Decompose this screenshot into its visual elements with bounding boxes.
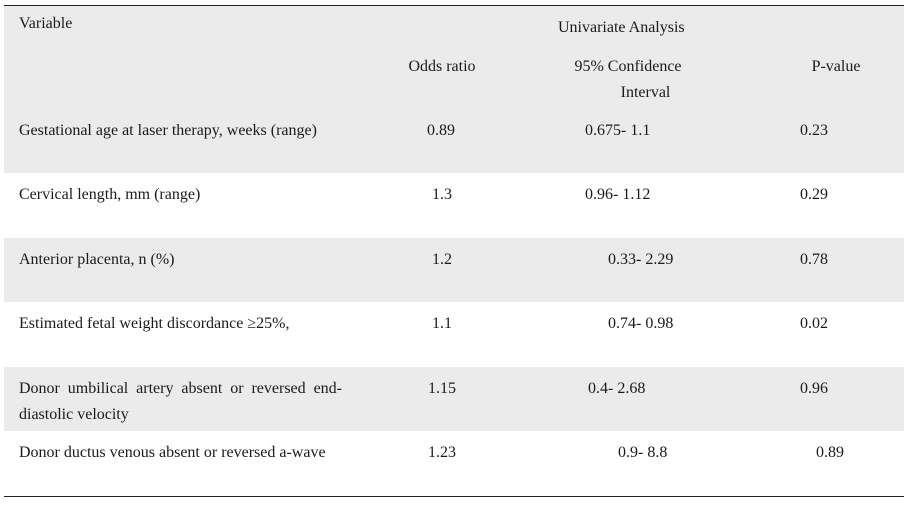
- variable-cell: Anterior placenta, n (%): [19, 251, 175, 268]
- table-row: Estimated fetal weight discordance ≥25%,…: [4, 302, 904, 367]
- header-row-columns: Odds ratio 95% Confidence Interval P-val…: [4, 45, 904, 109]
- table-row: Gestational age at laser therapy, weeks …: [4, 109, 904, 173]
- ci-header-line2: Interval: [620, 84, 671, 101]
- odds-ratio-cell: 1.3: [432, 186, 452, 203]
- confidence-interval-header: 95% Confidence Interval: [558, 54, 698, 106]
- p-value-cell: 0.89: [816, 444, 844, 461]
- header-row-top: Variable Univariate Analysis: [4, 6, 904, 45]
- variable-header: Variable: [19, 15, 73, 32]
- ci-cell: 0.9- 8.8: [618, 444, 668, 461]
- p-value-cell: 0.96: [800, 380, 828, 397]
- table-row: Donor ductus venous absent or reversed a…: [4, 431, 904, 496]
- table-row: Donor umbilical artery absent or reverse…: [4, 367, 904, 431]
- odds-ratio-cell: 1.23: [428, 444, 456, 461]
- variable-cell: Donor ductus venous absent or reversed a…: [19, 444, 326, 461]
- ci-cell: 0.96- 1.12: [585, 186, 651, 203]
- odds-ratio-cell: 0.89: [427, 122, 455, 139]
- odds-ratio-header: Odds ratio: [408, 58, 476, 75]
- p-value-cell: 0.78: [800, 251, 828, 268]
- p-value-cell: 0.23: [800, 122, 828, 139]
- variable-cell: Donor umbilical artery absent or reverse…: [19, 380, 342, 423]
- odds-ratio-cell: 1.1: [432, 315, 452, 332]
- variable-cell: Gestational age at laser therapy, weeks …: [19, 122, 317, 139]
- odds-ratio-cell: 1.2: [432, 251, 452, 268]
- ci-cell: 0.33- 2.29: [608, 251, 674, 268]
- table-row: Cervical length, mm (range) 1.3 0.96- 1.…: [4, 173, 904, 238]
- ci-cell: 0.4- 2.68: [588, 380, 646, 397]
- p-value-cell: 0.02: [800, 315, 828, 332]
- odds-ratio-cell: 1.15: [428, 380, 456, 397]
- results-table: Variable Univariate Analysis Odds ratio …: [4, 5, 904, 497]
- table-row: Anterior placenta, n (%) 1.2 0.33- 2.29 …: [4, 238, 904, 302]
- ci-cell: 0.74- 0.98: [608, 315, 674, 332]
- variable-cell: Cervical length, mm (range): [19, 186, 201, 203]
- ci-cell: 0.675- 1.1: [585, 122, 651, 139]
- univariate-analysis-header: Univariate Analysis: [558, 19, 685, 36]
- p-value-cell: 0.29: [800, 186, 828, 203]
- variable-cell: Estimated fetal weight discordance ≥25%,: [19, 315, 290, 332]
- ci-header-line1: 95% Confidence: [574, 58, 682, 75]
- p-value-header: P-value: [811, 58, 861, 75]
